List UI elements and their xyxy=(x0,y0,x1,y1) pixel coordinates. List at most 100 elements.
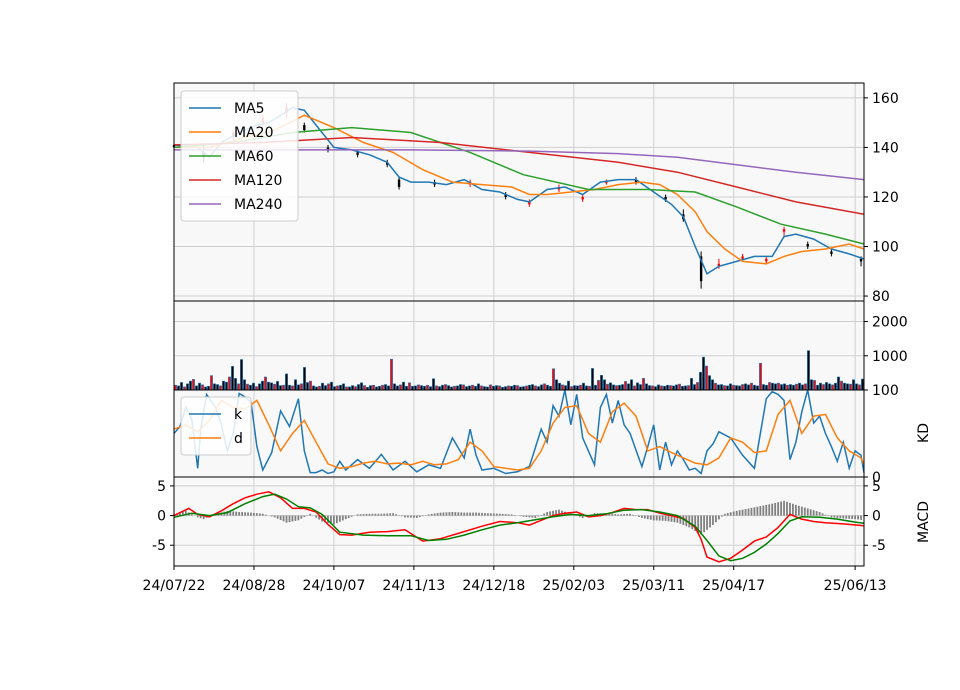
volume-bar xyxy=(522,386,525,391)
volume-bar xyxy=(606,383,609,391)
volume-bar xyxy=(681,385,684,391)
volume-bar xyxy=(267,381,270,391)
volume-bar xyxy=(714,382,717,391)
macd-histogram-bar xyxy=(726,513,729,516)
macd-histogram-bar xyxy=(626,513,628,516)
macd-histogram-bar xyxy=(860,515,862,520)
volume-bar xyxy=(270,382,273,391)
volume-bar xyxy=(174,384,177,391)
volume-bar xyxy=(192,379,195,391)
volume-bar xyxy=(846,383,849,391)
macd-histogram-bar xyxy=(780,501,782,516)
volume-bar xyxy=(801,384,804,391)
macd-histogram-bar xyxy=(377,513,380,516)
volume-bar xyxy=(537,386,540,391)
macd-histogram-bar xyxy=(741,509,744,516)
candle-body xyxy=(859,258,863,262)
volume-bar xyxy=(312,385,315,391)
volume-bar xyxy=(555,379,558,391)
macd-histogram-bar xyxy=(410,515,412,518)
volume-bar xyxy=(630,379,633,391)
macd-histogram-bar xyxy=(848,515,851,519)
series-line-ma60 xyxy=(173,126,865,245)
candle-body xyxy=(504,194,507,197)
macd-histogram-bar xyxy=(344,515,347,520)
series-line-ma20 xyxy=(174,114,865,265)
macd-histogram-bar xyxy=(513,514,516,516)
macd-histogram-bar xyxy=(525,515,528,518)
macd-histogram-bar xyxy=(620,514,623,516)
volume-bar xyxy=(393,383,396,391)
macd-histogram-bar xyxy=(712,515,714,526)
macd-histogram-bar xyxy=(854,515,857,520)
volume-bar xyxy=(201,384,204,391)
macd-histogram-bar xyxy=(466,512,469,516)
x-tick-label: 25/03/11 xyxy=(622,578,685,594)
macd-histogram-bar xyxy=(335,515,338,524)
volume-bar xyxy=(591,368,594,391)
volume-bar xyxy=(435,385,438,391)
volume-bar xyxy=(837,376,840,391)
volume-bar xyxy=(327,383,330,391)
macd-axis-label: MACD xyxy=(916,501,932,543)
volume-bar xyxy=(687,385,690,391)
macd-histogram-bar xyxy=(297,515,300,521)
y-tick-label: 120 xyxy=(872,190,899,206)
volume-bar xyxy=(633,385,636,391)
y-tick-label-left: -5 xyxy=(152,538,166,554)
candle-body xyxy=(806,244,809,247)
price-panel: 80 100 120 140 160 MA5 MA20 MA60 MA120 MA240 xyxy=(172,82,899,305)
volume-bar xyxy=(540,384,543,391)
macd-histogram-bar xyxy=(803,507,806,516)
volume-bar xyxy=(582,382,585,391)
volume-bar xyxy=(474,385,477,391)
macd-histogram-bar xyxy=(729,512,732,516)
macd-histogram-bar xyxy=(291,515,294,522)
volume-bar xyxy=(306,382,309,391)
macd-histogram-bar xyxy=(300,515,303,519)
volume-bar xyxy=(813,380,816,391)
y-tick-label: 1000 xyxy=(872,349,908,365)
macd-histogram-bar xyxy=(451,512,454,516)
volume-bar xyxy=(588,385,591,391)
macd-histogram-bar xyxy=(857,515,859,520)
x-tick-label: 24/07/22 xyxy=(143,578,206,594)
volume-bar xyxy=(759,362,762,391)
macd-histogram-bar xyxy=(430,513,433,516)
macd-histogram-bar xyxy=(715,515,717,523)
macd-histogram-bar xyxy=(333,515,335,525)
macd-histogram-bar xyxy=(709,515,711,528)
volume-bar xyxy=(195,385,198,391)
macd-histogram-bar xyxy=(395,514,398,516)
volume-bar xyxy=(831,384,834,391)
volume-bar xyxy=(810,379,813,391)
macd-histogram-bar xyxy=(368,513,371,516)
series-line-k xyxy=(173,389,865,475)
macd-histogram-bar xyxy=(839,515,842,519)
candle-body xyxy=(717,263,721,267)
volume-bar xyxy=(288,384,291,391)
macd-histogram-bar xyxy=(229,511,232,516)
candle-body xyxy=(782,229,786,232)
volume-bar xyxy=(273,383,276,391)
macd-histogram-bar xyxy=(578,515,581,517)
macd-histogram-bar xyxy=(404,515,406,518)
y-tick-label: 100 xyxy=(872,383,899,399)
macd-histogram-bar xyxy=(700,515,703,535)
volume-bar xyxy=(690,378,693,391)
macd-histogram-bar xyxy=(519,515,522,517)
volume-bar xyxy=(756,385,759,391)
legend-box xyxy=(180,90,299,222)
macd-histogram-bar xyxy=(365,513,368,516)
macd-histogram-bar xyxy=(401,515,403,517)
macd-histogram-bar xyxy=(821,513,824,516)
macd-histogram-bar xyxy=(489,513,492,516)
macd-histogram-bar xyxy=(412,515,415,518)
volume-bar xyxy=(861,378,864,391)
y-tick-label: 160 xyxy=(872,91,899,107)
macd-histogram-bar xyxy=(285,515,288,523)
macd-histogram-bar xyxy=(732,511,735,516)
macd-histogram-bar xyxy=(552,510,554,516)
macd-histogram-bar xyxy=(797,505,800,516)
macd-histogram-bar xyxy=(522,515,525,517)
